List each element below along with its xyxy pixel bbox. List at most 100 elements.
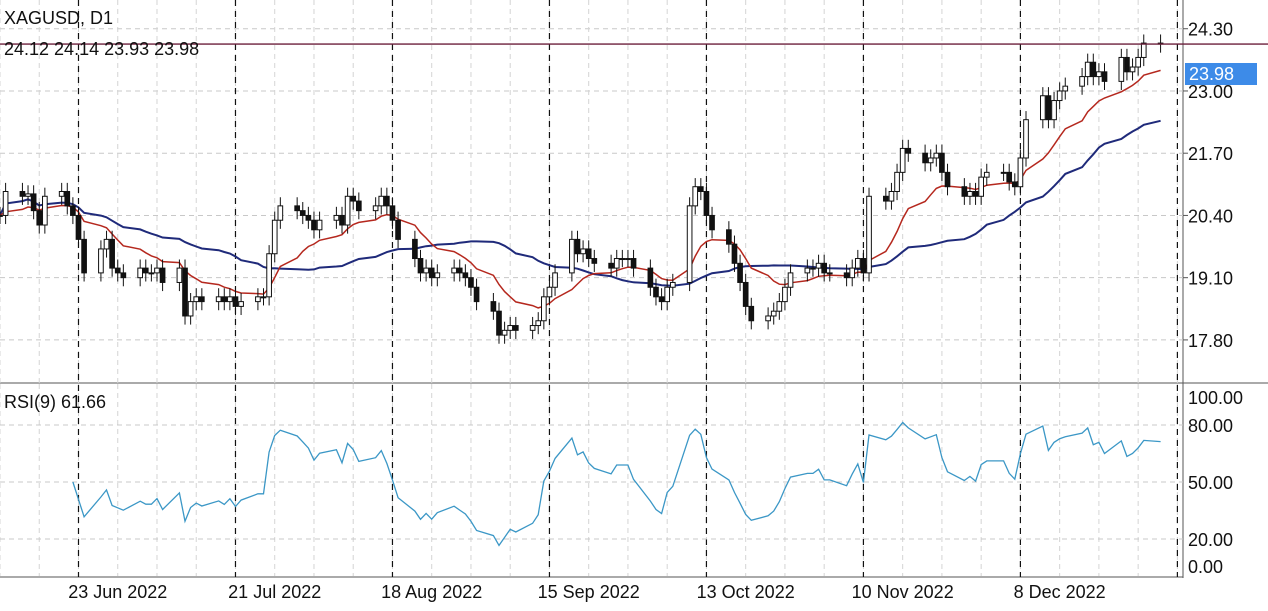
candle-body (546, 286, 553, 298)
candle-body (227, 296, 233, 303)
candle-body (647, 267, 654, 288)
candle-body (344, 195, 351, 226)
candle-body (1006, 171, 1013, 183)
candle-body (81, 238, 87, 274)
candle-body (428, 267, 435, 279)
candle-body (804, 267, 811, 274)
candle-body (468, 277, 474, 288)
candle-body (154, 267, 160, 274)
candle-body (1056, 90, 1063, 102)
candle-body (927, 157, 934, 164)
date-tick-label: 10 Nov 2022 (852, 582, 954, 602)
candle-body (1101, 71, 1108, 82)
candle-body (894, 171, 900, 193)
rsi-tick-label: 50.00 (1188, 473, 1233, 493)
candle-body (378, 195, 385, 207)
candle-body (541, 296, 547, 322)
candle-body (972, 191, 979, 197)
candle-body (1096, 71, 1102, 78)
candle-body (726, 229, 732, 245)
candle-body (770, 310, 777, 317)
candle-body (692, 186, 699, 207)
rsi-line (72, 421, 1161, 547)
candle-body (535, 320, 542, 327)
current-price-badge: 23.98 (1185, 63, 1257, 85)
candle-body (843, 272, 850, 279)
candle-body (854, 258, 861, 269)
candle-body (350, 195, 357, 202)
candle-body (473, 286, 480, 303)
candle-body (98, 248, 104, 274)
candle-body (2, 191, 9, 216)
candle-body (552, 272, 558, 288)
candle-body (372, 205, 379, 212)
candle-body (221, 296, 228, 303)
price-tick-label: 23.00 (1188, 82, 1233, 102)
candle-body (19, 191, 26, 197)
candle-body (199, 296, 205, 303)
candle-body (70, 205, 76, 216)
candle-body (64, 191, 71, 207)
candle-body (826, 272, 833, 275)
candle-body (266, 253, 272, 298)
candle-body (142, 267, 149, 274)
candle-body (591, 258, 598, 264)
candle-body (922, 152, 928, 164)
candle-body (1079, 76, 1085, 87)
candle-body (36, 210, 43, 226)
candle-body (462, 272, 469, 279)
candle-body (697, 186, 704, 192)
candle-body (75, 214, 82, 240)
candle-body (30, 193, 37, 212)
candle-body (742, 281, 749, 307)
candle-body (260, 296, 267, 299)
candle-body (277, 205, 284, 221)
candle-body (703, 191, 710, 216)
candle-body (148, 272, 155, 275)
rsi-tick-label: 100.00 (1188, 388, 1243, 408)
candle-body (1023, 119, 1029, 159)
candle-body (434, 272, 441, 279)
candle-body (456, 267, 463, 274)
candle-body (658, 296, 665, 303)
date-tick-label: 13 Oct 2022 (697, 582, 795, 602)
candle-body (1140, 42, 1147, 58)
candle-body (1045, 95, 1052, 121)
candle-body (608, 262, 614, 269)
candle-body (787, 272, 794, 288)
price-tick-label: 20.40 (1188, 206, 1233, 226)
candle-body (1129, 66, 1136, 73)
candle-body (765, 315, 771, 322)
candle-body (709, 214, 715, 231)
candle-body (120, 272, 127, 279)
candle-body (316, 219, 323, 231)
price-tick-label: 17.80 (1188, 331, 1233, 351)
candle-body (451, 267, 457, 274)
candle-body (42, 195, 48, 226)
rsi-tick-label: 0.00 (1188, 557, 1223, 577)
candle-body (944, 171, 951, 188)
candle-body (1011, 181, 1018, 188)
candle-body (25, 193, 31, 197)
candle-body (933, 152, 940, 159)
candle-body (613, 258, 620, 269)
candle-body (339, 214, 345, 226)
candle-body (215, 296, 222, 303)
candle-body (961, 186, 968, 197)
ohlc-label: 24.12 24.14 23.93 23.98 (4, 39, 200, 59)
candle-body (109, 238, 115, 269)
candle-body (103, 238, 110, 250)
candle-body (299, 210, 306, 216)
candle-body (423, 267, 429, 274)
candle-body (883, 195, 889, 202)
candle-body (585, 248, 592, 260)
candle-body (815, 262, 822, 269)
candle-body (860, 258, 867, 274)
candle-body (664, 286, 671, 303)
rsi-tick-label: 20.00 (1188, 530, 1233, 550)
candle-body (355, 200, 362, 212)
candle-body (311, 219, 317, 231)
candle-body (294, 205, 300, 212)
candle-body (1124, 56, 1130, 73)
